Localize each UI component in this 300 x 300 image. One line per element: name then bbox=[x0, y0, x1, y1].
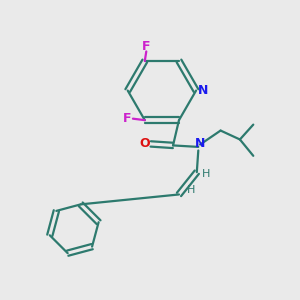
Text: O: O bbox=[139, 137, 149, 150]
Text: H: H bbox=[202, 169, 211, 179]
Text: N: N bbox=[197, 84, 208, 97]
Text: F: F bbox=[123, 112, 132, 125]
Text: H: H bbox=[187, 185, 196, 195]
Text: F: F bbox=[142, 40, 151, 53]
Text: N: N bbox=[195, 137, 205, 150]
